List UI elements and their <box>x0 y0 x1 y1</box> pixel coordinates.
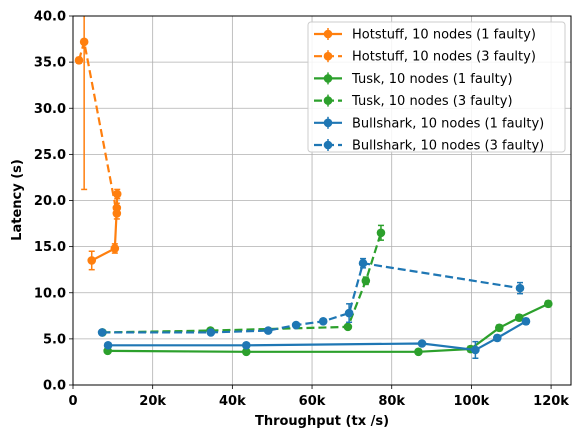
legend-marker <box>323 51 333 61</box>
y-tick-label: 20.0 <box>34 194 66 209</box>
series-group <box>74 16 122 220</box>
legend-label: Hotstuff, 10 nodes (3 faulty) <box>352 50 536 65</box>
series-group <box>98 224 386 337</box>
series-group <box>103 299 553 357</box>
data-point <box>112 209 122 218</box>
data-point <box>97 328 107 337</box>
x-tick-label: 20k <box>139 394 166 409</box>
x-tick-label: 40k <box>219 394 246 409</box>
legend-marker <box>323 96 333 105</box>
legend-box <box>307 21 566 153</box>
series-group <box>87 188 122 271</box>
y-tick-label: 0.0 <box>43 379 66 394</box>
x-tick-label: 80k <box>378 394 405 409</box>
series-line <box>102 232 383 334</box>
data-point <box>514 313 524 322</box>
legend: Hotstuff, 10 nodes (1 faulty) Hotstuff, 1… <box>307 21 566 154</box>
data-point <box>242 341 251 350</box>
legend-marker <box>323 140 333 150</box>
legend-label: Tusk, 10 nodes (1 faulty) <box>351 72 513 87</box>
x-tick-label: 120k <box>533 394 569 409</box>
legend-marker <box>323 118 333 128</box>
legend-label: Bullshark, 10 nodes (3 faulty) <box>352 139 544 154</box>
data-point <box>263 326 273 335</box>
data-point <box>521 317 531 326</box>
data-series <box>74 16 553 359</box>
data-point <box>206 328 216 337</box>
x-tick-label: 100k <box>454 394 490 409</box>
y-tick-label: 35.0 <box>34 56 66 71</box>
y-axis-label: Latency (s) <box>10 159 25 241</box>
x-tick-label: 60k <box>299 394 326 409</box>
data-point <box>79 37 89 47</box>
legend-marker <box>323 74 333 83</box>
data-point <box>112 189 122 199</box>
data-point <box>543 299 553 309</box>
data-point <box>376 228 386 238</box>
y-tick-label: 25.0 <box>34 148 66 163</box>
data-point <box>414 347 423 357</box>
data-point <box>87 256 97 265</box>
legend-label: Bullshark, 10 nodes (1 faulty) <box>352 116 544 131</box>
axis-ticks: 0 20k 40k 60k 80k 100k 120k 0.0 5.0 10.0 15.0 20.0 2… <box>34 10 569 410</box>
plot-frame <box>72 15 572 386</box>
data-point <box>318 317 328 326</box>
data-point <box>494 323 504 333</box>
series-line <box>102 262 521 334</box>
data-point <box>344 308 354 318</box>
data-point <box>291 320 301 330</box>
y-tick-label: 10.0 <box>34 286 66 301</box>
data-point <box>358 258 368 268</box>
legend-marker <box>323 29 333 39</box>
series-line <box>108 320 527 352</box>
legend-label: Hotstuff, 10 nodes (1 faulty) <box>352 28 536 43</box>
y-tick-label: 40.0 <box>34 10 66 25</box>
x-tick-label: 0 <box>68 394 77 409</box>
data-point <box>242 347 251 357</box>
data-point <box>471 345 480 355</box>
y-tick-label: 30.0 <box>34 102 66 117</box>
data-point <box>74 55 84 65</box>
data-point <box>110 244 120 253</box>
legend-label: Tusk, 10 nodes (3 faulty) <box>351 94 513 109</box>
data-point <box>103 341 113 350</box>
series-line <box>91 194 119 262</box>
y-tick-label: 5.0 <box>43 332 66 347</box>
data-point <box>515 283 525 293</box>
data-point <box>417 339 427 348</box>
series-group <box>97 257 525 337</box>
x-axis-label: Throughput (tx /s) <box>255 414 389 429</box>
data-point <box>361 276 371 286</box>
series-group <box>103 317 531 359</box>
y-tick-label: 15.0 <box>34 240 66 255</box>
data-point <box>343 322 353 332</box>
data-point <box>492 333 502 343</box>
